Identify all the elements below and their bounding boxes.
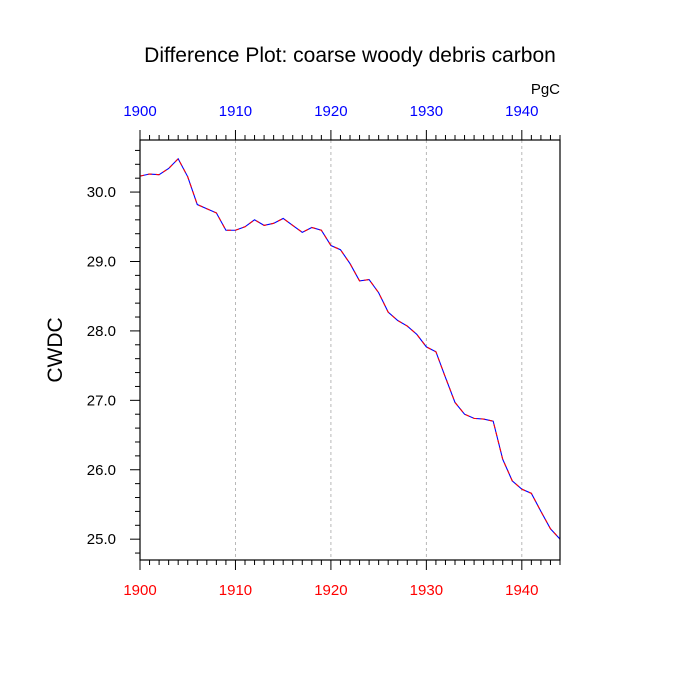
x-tick-label-bottom: 1940 xyxy=(505,582,538,599)
x-tick-label-bottom: 1920 xyxy=(314,582,347,599)
units-label: PgC xyxy=(531,81,560,98)
series-layer xyxy=(139,157,561,540)
grid-lines xyxy=(235,140,523,560)
x-tick-label-top: 1900 xyxy=(123,103,156,120)
y-tick-label: 26.0 xyxy=(87,462,116,479)
x-tick-label-top: 1920 xyxy=(314,103,347,120)
x-tick-label-bottom: 1900 xyxy=(123,582,156,599)
x-tick-label-bottom: 1910 xyxy=(219,582,252,599)
x-tick-label-bottom: 1930 xyxy=(410,582,443,599)
tick-labels: 1900 1900 1910 1910 1920 1920 1930 1930 1940 1940… xyxy=(87,103,539,599)
series-line xyxy=(139,157,561,540)
y-tick-label: 30.0 xyxy=(87,184,116,201)
y-axis-title: CWDC xyxy=(44,317,67,382)
y-tick-label: 29.0 xyxy=(87,253,116,270)
y-tick-label: 25.0 xyxy=(87,531,116,548)
axis-ticks xyxy=(130,130,561,570)
y-tick-label: 27.0 xyxy=(87,392,116,409)
x-tick-label-top: 1930 xyxy=(410,103,443,120)
plot-frame xyxy=(139,139,561,561)
y-tick-label: 28.0 xyxy=(87,323,116,340)
chart-title: Difference Plot: coarse woody debris car… xyxy=(144,44,556,67)
x-tick-label-top: 1940 xyxy=(505,103,538,120)
x-tick-label-top: 1910 xyxy=(219,103,252,120)
series-line-dash xyxy=(139,157,561,540)
